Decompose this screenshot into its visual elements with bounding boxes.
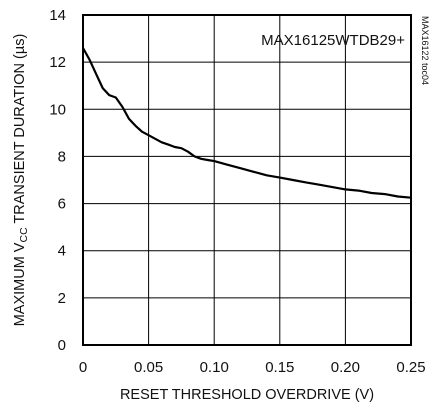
y-tick-label: 14	[49, 7, 66, 24]
x-tick-label: 0.25	[396, 359, 425, 376]
plot-frame	[82, 14, 412, 346]
y-tick-label: 6	[58, 196, 66, 213]
y-tick-label: 12	[49, 54, 66, 71]
x-tick-label: 0.10	[200, 359, 229, 376]
x-tick-label: 0	[79, 359, 87, 376]
chart-annotation: MAX16125WTDB29+	[261, 32, 405, 49]
series-layer	[82, 47, 412, 199]
y-axis-label-prefix: MAXIMUM V	[12, 242, 28, 326]
y-axis-label-suffix: TRANSIENT DURATION (µs)	[12, 34, 28, 228]
y-tick-label: 0	[58, 337, 66, 354]
y-tick-label: 10	[49, 101, 66, 118]
x-tick-label: 0.20	[331, 359, 360, 376]
y-tick-label: 8	[58, 148, 66, 165]
figure-code: MAX16122 toc04	[420, 16, 429, 85]
y-axis-label-subscript: CC	[18, 227, 30, 243]
grid-lines	[83, 15, 411, 345]
y-tick-label: 2	[58, 290, 66, 307]
x-tick-label: 0.15	[265, 359, 294, 376]
x-tick-label: 0.05	[134, 359, 163, 376]
y-tick-labels: 0 2 4 6 8 10 12 14	[49, 7, 66, 354]
y-tick-label: 4	[58, 243, 66, 260]
y-axis-label: MAXIMUM VCC TRANSIENT DURATION (µs)	[12, 34, 30, 327]
x-axis-label: RESET THRESHOLD OVERDRIVE (V)	[120, 387, 374, 403]
x-tick-labels: 0 0.05 0.10 0.15 0.20 0.25	[79, 359, 426, 376]
series-line	[82, 47, 412, 199]
